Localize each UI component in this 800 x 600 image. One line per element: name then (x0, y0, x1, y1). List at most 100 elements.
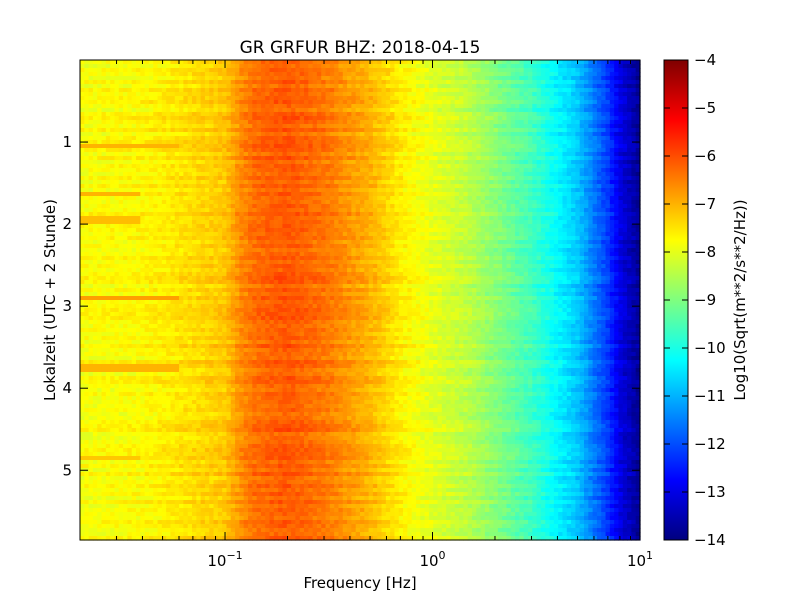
heatmap-cell (192, 160, 197, 165)
heatmap-cell (446, 172, 452, 177)
heatmap-cell (118, 76, 124, 81)
heatmap-cell (338, 92, 344, 97)
heatmap-cell (497, 200, 503, 205)
heatmap-cell (88, 72, 94, 77)
heatmap-cell (209, 136, 215, 141)
heatmap-cell (360, 172, 365, 177)
heatmap-cell (170, 156, 176, 161)
heatmap-cell (416, 160, 421, 165)
heatmap-cell (347, 88, 352, 93)
heatmap-cell (148, 180, 154, 185)
heatmap-cell (316, 172, 322, 177)
heatmap-cell (459, 172, 464, 177)
heatmap-cell (140, 88, 146, 93)
heatmap-cell (80, 180, 85, 185)
heatmap-cell (174, 88, 180, 93)
heatmap-cell (127, 128, 133, 133)
heatmap-cell (84, 136, 90, 141)
heatmap-cell (183, 92, 189, 97)
heatmap-cell (334, 176, 340, 181)
heatmap-cell (325, 120, 331, 125)
heatmap-cell (584, 136, 589, 141)
heatmap-cell (519, 168, 525, 173)
heatmap-cell (351, 112, 357, 117)
heatmap-cell (92, 204, 98, 209)
heatmap-cell (148, 152, 154, 157)
heatmap-cell (472, 164, 477, 169)
heatmap-cell (558, 124, 564, 129)
heatmap-cell (286, 168, 292, 173)
heatmap-cell (92, 80, 98, 85)
heatmap-cell (230, 168, 236, 173)
heatmap-cell (92, 140, 98, 145)
heatmap-cell (88, 108, 94, 113)
heatmap-cell (273, 124, 279, 129)
heatmap-cell (571, 200, 576, 205)
heatmap-cell (347, 168, 352, 173)
heatmap-cell (304, 128, 309, 133)
heatmap-cell (213, 100, 219, 105)
heatmap-cell (428, 144, 434, 149)
heatmap-cell (278, 108, 284, 113)
heatmap-cell (355, 92, 361, 97)
heatmap-cell (497, 100, 503, 105)
heatmap-cell (506, 60, 512, 65)
heatmap-cell (411, 72, 417, 77)
heatmap-cell (627, 148, 632, 153)
heatmap-cell (454, 192, 460, 197)
heatmap-cell (174, 124, 180, 129)
heatmap-cell (131, 164, 137, 169)
heatmap-cell (187, 164, 193, 169)
heatmap-cell (295, 100, 301, 105)
heatmap-cell (204, 192, 210, 197)
heatmap-cell (614, 208, 620, 213)
heatmap-cell (480, 120, 486, 125)
heatmap-cell (609, 112, 615, 117)
heatmap-cell (459, 188, 464, 193)
heatmap-cell (360, 160, 365, 165)
heatmap-cell (161, 112, 167, 117)
heatmap-cell (265, 212, 271, 217)
heatmap-cell (153, 156, 159, 161)
heatmap-cell (360, 108, 365, 113)
heatmap-cell (493, 120, 499, 125)
heatmap-cell (575, 92, 581, 97)
heatmap-cell (282, 196, 288, 201)
heatmap-cell (446, 188, 452, 193)
heatmap-cell (312, 188, 318, 193)
heatmap-cell (347, 148, 352, 153)
heatmap-cell (256, 84, 262, 89)
heatmap-cell (338, 204, 344, 209)
heatmap-cell (170, 104, 176, 109)
heatmap-cell (390, 192, 396, 197)
heatmap-cell (450, 196, 456, 201)
heatmap-cell (433, 136, 439, 141)
heatmap-cell (575, 192, 581, 197)
heatmap-cell (347, 160, 352, 165)
heatmap-cell (174, 196, 180, 201)
heatmap-cell (187, 92, 193, 97)
heatmap-cell (596, 196, 602, 201)
heatmap-cell (209, 196, 215, 201)
heatmap-cell (282, 104, 288, 109)
heatmap-cell (618, 116, 624, 121)
heatmap-cell (166, 132, 172, 137)
heatmap-cell (105, 92, 111, 97)
heatmap-cell (265, 160, 271, 165)
heatmap-cell (540, 144, 546, 149)
heatmap-cell (446, 128, 452, 133)
heatmap-cell (265, 88, 271, 93)
heatmap-cell (342, 96, 348, 101)
heatmap-cell (411, 60, 417, 65)
heatmap-cell (347, 156, 352, 161)
heatmap-cell (545, 144, 551, 149)
heatmap-cell (80, 96, 85, 101)
heatmap-cell (338, 140, 344, 145)
heatmap-cell (441, 152, 447, 157)
heatmap-cell (484, 180, 490, 185)
heatmap-cell (566, 104, 572, 109)
heatmap-cell (192, 92, 197, 97)
heatmap-cell (364, 172, 370, 177)
heatmap-cell (484, 160, 490, 165)
heatmap-cell (217, 132, 223, 137)
